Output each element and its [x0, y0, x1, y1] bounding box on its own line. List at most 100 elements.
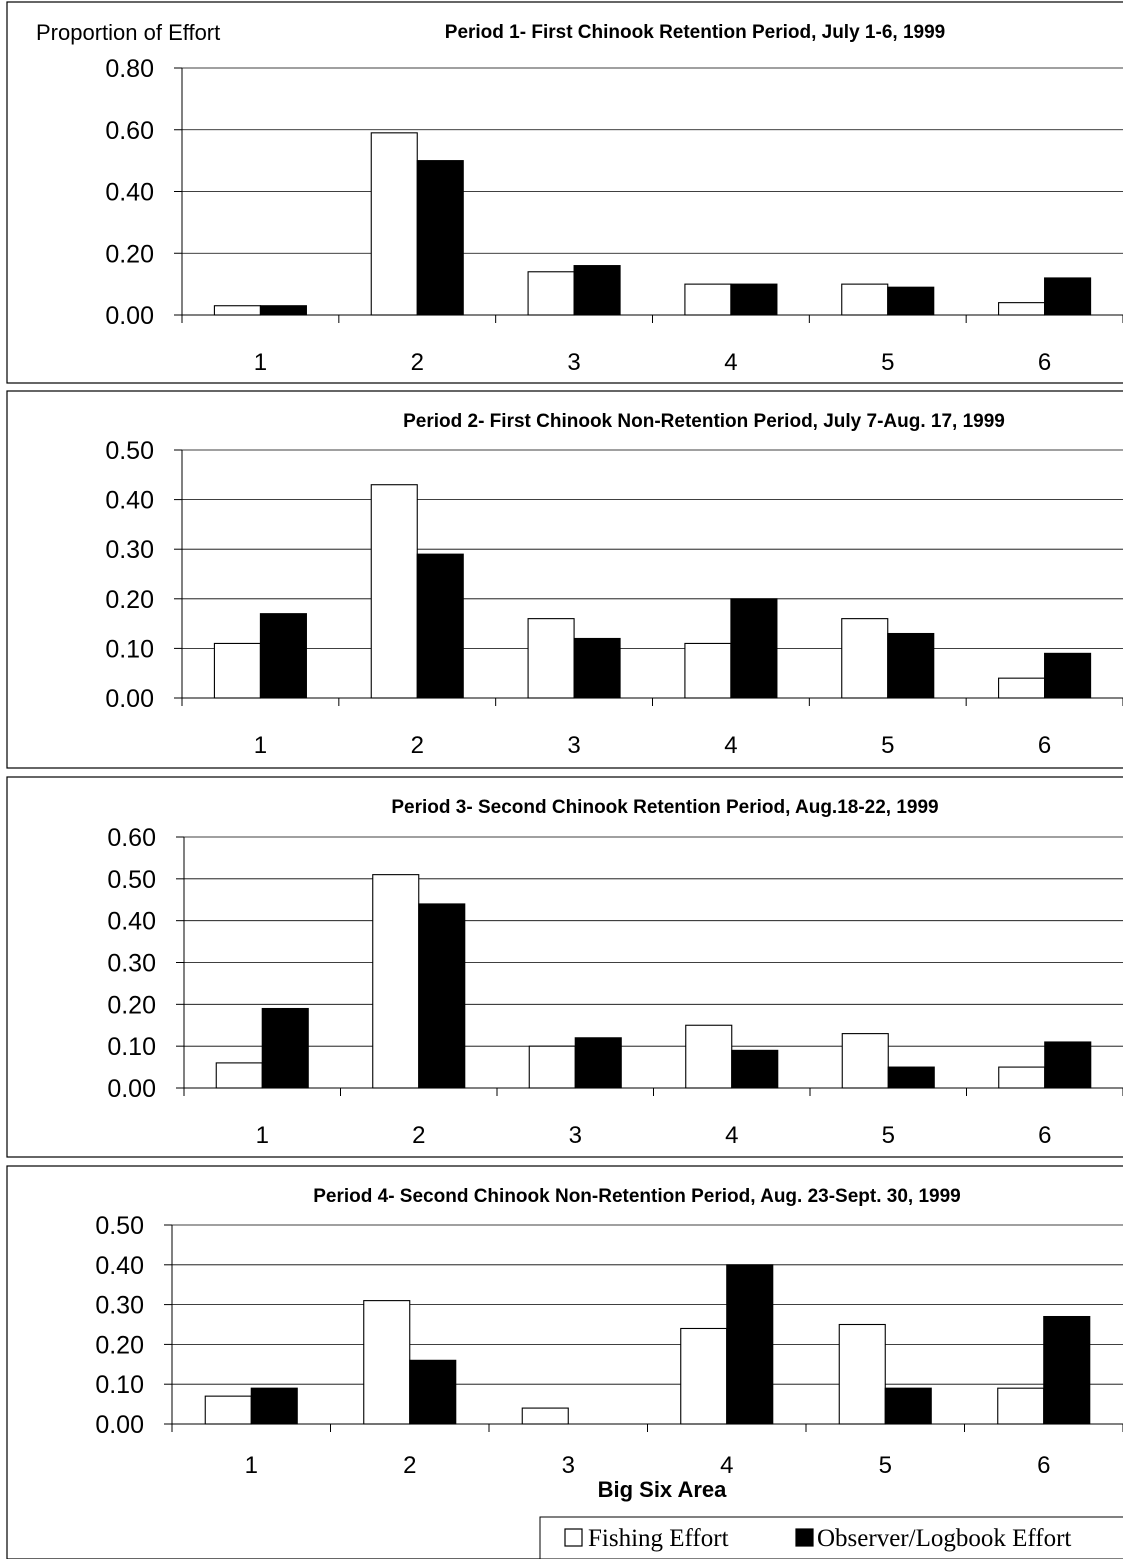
bar-observer-effort — [887, 286, 935, 316]
legend-swatch-fishing — [564, 1528, 583, 1547]
bar-fishing-effort — [998, 302, 1046, 316]
legend: Fishing Effort Observer/Logbook Effort — [539, 1516, 1123, 1559]
bar-observer-effort — [574, 1037, 622, 1089]
bar-observer-effort — [726, 1264, 774, 1425]
bar-observer-effort — [887, 1066, 935, 1089]
y-tick-label: 0.50 — [107, 866, 156, 894]
bar-observer-effort — [416, 553, 464, 699]
bar-observer-effort — [259, 613, 307, 699]
bar-observer-effort — [730, 283, 778, 316]
bar-fishing-effort — [680, 1327, 728, 1425]
y-tick-label: 0.00 — [105, 302, 154, 330]
bar-fishing-effort — [838, 1323, 886, 1425]
bar-observer-effort — [573, 637, 621, 699]
y-tick-label: 0.30 — [105, 536, 154, 564]
panel-frame-2 — [6, 390, 1123, 769]
y-tick-label: 0.40 — [105, 487, 154, 515]
bar-fishing-effort — [997, 1387, 1045, 1425]
y-tick-label: 0.60 — [105, 117, 154, 145]
x-tick-label: 2 — [412, 1122, 425, 1149]
x-tick-label: 4 — [724, 349, 737, 376]
bar-observer-effort — [259, 305, 307, 316]
bar-fishing-effort — [370, 484, 418, 699]
x-tick-label: 5 — [882, 1122, 895, 1149]
bar-fishing-effort — [841, 1033, 889, 1089]
bar-fishing-effort — [372, 874, 420, 1089]
x-tick-label: 3 — [562, 1452, 575, 1479]
legend-label-fishing: Fishing Effort — [588, 1525, 729, 1552]
bar-observer-effort — [730, 598, 778, 699]
x-tick-label: 6 — [1038, 732, 1051, 759]
y-tick-label: 0.40 — [107, 908, 156, 936]
panel-frame-3 — [6, 776, 1123, 1158]
bar-fishing-effort — [213, 642, 261, 699]
legend-label-observer: Observer/Logbook Effort — [817, 1525, 1071, 1552]
y-tick-label: 0.20 — [95, 1331, 144, 1359]
bar-fishing-effort — [527, 271, 575, 316]
bar-observer-effort — [416, 160, 464, 316]
bar-observer-effort — [250, 1387, 298, 1425]
x-tick-label: 6 — [1038, 349, 1051, 376]
y-tick-label: 0.10 — [105, 635, 154, 663]
y-tick-label: 0.20 — [105, 586, 154, 614]
x-tick-label: 1 — [254, 732, 267, 759]
y-tick-label: 0.50 — [105, 437, 154, 465]
bar-fishing-effort — [998, 1066, 1046, 1089]
bar-fishing-effort — [215, 1062, 263, 1089]
x-tick-label: 6 — [1037, 1452, 1050, 1479]
y-tick-label: 0.50 — [95, 1212, 144, 1240]
panel-frame-4 — [6, 1165, 1123, 1559]
bar-fishing-effort — [363, 1300, 411, 1425]
bar-fishing-effort — [213, 305, 261, 316]
plot-period-2: 0.00 0.10 0.20 0.30 0.40 0.50 1 2 3 4 5 6 — [105, 437, 1123, 759]
x-tick-label: 5 — [881, 732, 894, 759]
x-tick-label: 5 — [881, 349, 894, 376]
bar-fishing-effort — [204, 1395, 252, 1425]
bar-observer-effort — [1044, 277, 1092, 316]
y-tick-label: 0.20 — [105, 240, 154, 268]
bar-observer-effort — [261, 1007, 309, 1089]
x-tick-label: 2 — [403, 1452, 416, 1479]
bar-observer-effort — [418, 903, 466, 1089]
y-tick-label: 0.20 — [107, 991, 156, 1019]
x-axis-title: Big Six Area — [598, 1477, 728, 1502]
chart-title-3: Period 3- Second Chinook Retention Perio… — [391, 797, 938, 818]
chart-title-2: Period 2- First Chinook Non-Retention Pe… — [403, 411, 1005, 432]
x-tick-label: 5 — [879, 1452, 892, 1479]
panel-frame-1 — [6, 1, 1123, 384]
bar-fishing-effort — [528, 1045, 576, 1089]
legend-swatch-observer — [795, 1528, 814, 1547]
y-tick-label: 0.00 — [107, 1075, 156, 1103]
y-tick-label: 0.80 — [105, 55, 154, 83]
bar-fishing-effort — [841, 283, 889, 316]
x-tick-label: 1 — [256, 1122, 269, 1149]
bar-observer-effort — [731, 1049, 779, 1089]
bar-observer-effort — [1043, 1315, 1091, 1425]
bar-fishing-effort — [370, 132, 418, 316]
y-tick-label: 0.00 — [105, 685, 154, 713]
y-axis-title: Proportion of Effort — [36, 20, 220, 45]
bar-fishing-effort — [841, 618, 889, 699]
bar-observer-effort — [409, 1359, 457, 1425]
bar-observer-effort — [573, 265, 621, 316]
bar-fishing-effort — [684, 283, 732, 316]
y-tick-label: 0.60 — [107, 824, 156, 852]
legend-box — [539, 1516, 1123, 1559]
y-tick-label: 0.40 — [105, 179, 154, 207]
y-tick-label: 0.30 — [107, 950, 156, 978]
chart-title-4: Period 4- Second Chinook Non-Retention P… — [313, 1186, 961, 1207]
bar-observer-effort — [1044, 1041, 1092, 1089]
y-tick-label: 0.10 — [95, 1371, 144, 1399]
chart-title-1: Period 1- First Chinook Retention Period… — [445, 22, 945, 43]
bar-fishing-effort — [527, 618, 575, 699]
x-tick-label: 2 — [411, 349, 424, 376]
x-tick-label: 3 — [567, 732, 580, 759]
x-tick-label: 4 — [720, 1452, 733, 1479]
x-tick-label: 3 — [569, 1122, 582, 1149]
bar-observer-effort — [884, 1387, 932, 1425]
bar-fishing-effort — [684, 642, 732, 699]
x-tick-label: 1 — [245, 1452, 258, 1479]
bar-observer-effort — [1044, 652, 1092, 699]
y-tick-label: 0.40 — [95, 1252, 144, 1280]
